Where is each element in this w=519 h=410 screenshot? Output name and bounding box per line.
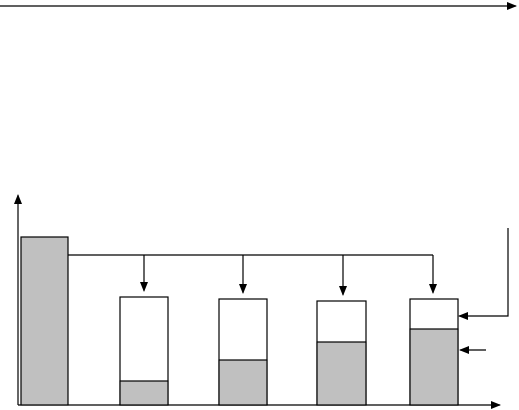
feedback-arrow	[458, 228, 509, 320]
box-fill	[316, 341, 367, 406]
box-fill	[218, 359, 268, 406]
box-fill	[119, 380, 169, 406]
tall-bar	[20, 236, 69, 406]
box-fill	[409, 328, 459, 406]
